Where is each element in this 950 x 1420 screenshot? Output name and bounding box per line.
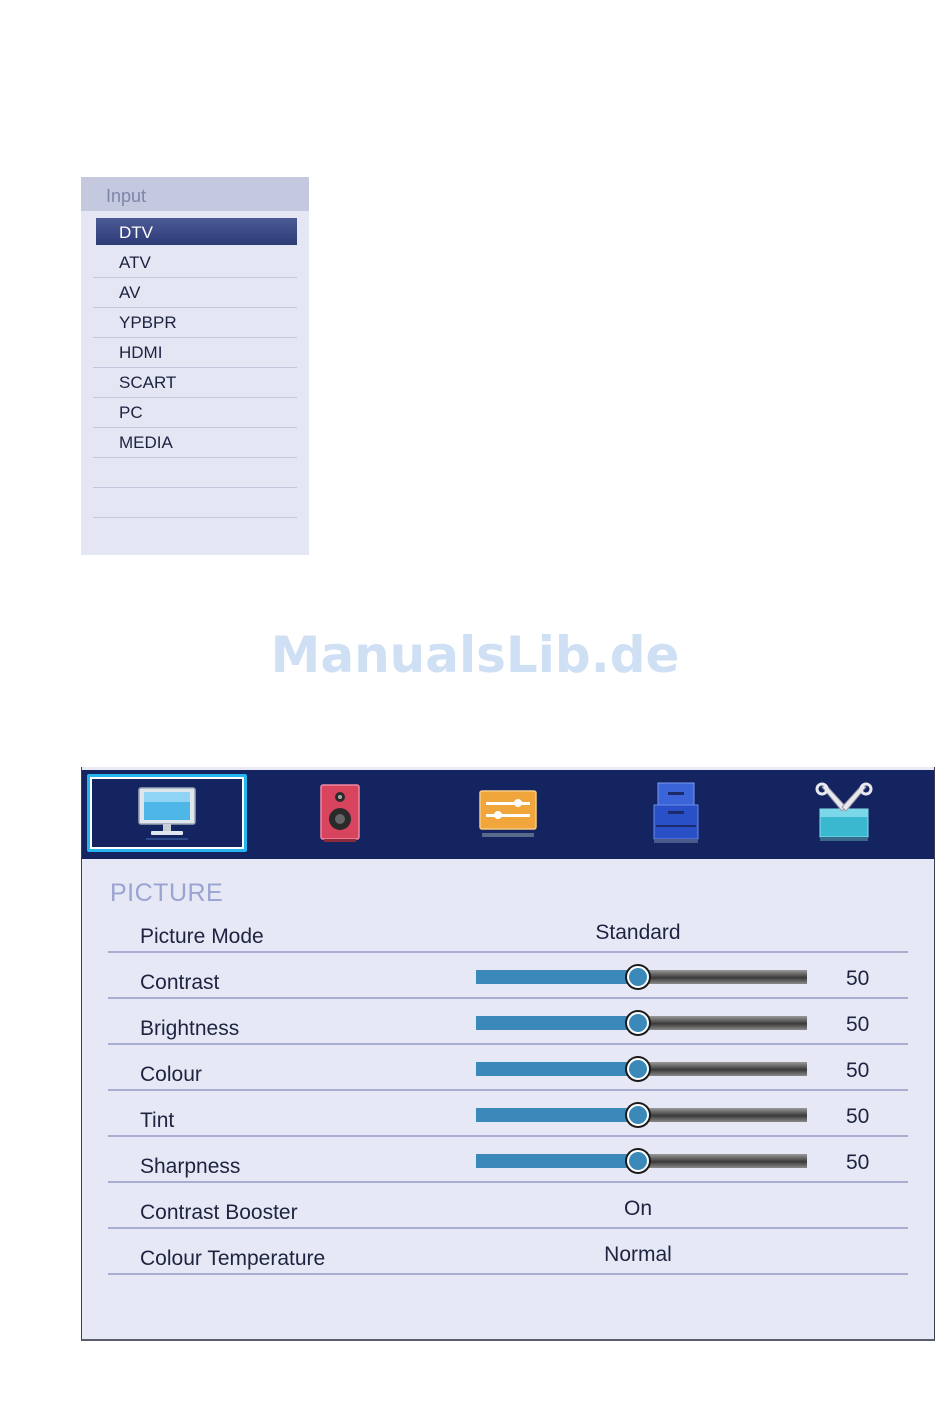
cabinet-icon: [653, 782, 699, 843]
slider-handle[interactable]: [627, 1150, 649, 1172]
brightness-slider[interactable]: [476, 1012, 807, 1034]
setting-label: Tint: [140, 1109, 175, 1132]
slider-handle[interactable]: [627, 1058, 649, 1080]
input-item-ypbpr[interactable]: YPBPR: [93, 308, 297, 338]
slider-handle[interactable]: [627, 1104, 649, 1126]
tab-sound[interactable]: [260, 774, 420, 852]
input-item-dtv[interactable]: DTV: [96, 218, 297, 245]
sharpness-slider[interactable]: [476, 1150, 807, 1172]
setting-row-sharpness[interactable]: Sharpness 50: [108, 1137, 908, 1183]
setting-value: On: [623, 1197, 652, 1220]
settings-panel: PICTURE Picture Mode Standard Contrast 5…: [81, 767, 935, 1341]
tab-tools[interactable]: [764, 774, 924, 852]
input-list: DTV ATV AV YPBPR HDMI SCART PC MEDIA: [93, 218, 297, 518]
input-item-atv[interactable]: ATV: [93, 248, 297, 278]
setting-value: 50: [846, 967, 870, 990]
setting-value: 50: [846, 1059, 870, 1082]
input-item-media[interactable]: MEDIA: [93, 428, 297, 458]
setting-row-colour[interactable]: Colour 50: [108, 1045, 908, 1091]
speaker-icon: [320, 784, 360, 842]
setting-label: Brightness: [140, 1017, 240, 1040]
setting-row-contrast[interactable]: Contrast 50: [108, 953, 908, 999]
setting-label: Contrast: [140, 971, 220, 994]
setting-label: Colour: [140, 1063, 202, 1086]
input-item-scart[interactable]: SCART: [93, 368, 297, 398]
slider-fill: [476, 1108, 629, 1122]
watermark: ManualsLib.de: [270, 626, 680, 684]
setting-row-contrast-booster[interactable]: Contrast Booster On: [108, 1183, 908, 1229]
settings-list: Picture Mode Standard Contrast 50 Bright…: [108, 907, 908, 1275]
setting-label: Sharpness: [140, 1155, 241, 1178]
colour-slider[interactable]: [476, 1058, 807, 1080]
setting-label: Picture Mode: [140, 925, 264, 948]
contrast-slider[interactable]: [476, 966, 807, 988]
slider-fill: [476, 1154, 629, 1168]
slider-fill: [476, 1016, 629, 1030]
setting-value: 50: [846, 1151, 870, 1174]
setting-label: Contrast Booster: [140, 1201, 298, 1224]
slider-handle[interactable]: [627, 1012, 649, 1034]
slider-fill: [476, 970, 629, 984]
tab-picture[interactable]: [87, 774, 247, 852]
setting-label: Colour Temperature: [140, 1247, 326, 1270]
input-item-hdmi[interactable]: HDMI: [93, 338, 297, 368]
tab-channel[interactable]: [596, 774, 756, 852]
setting-value: 50: [846, 1105, 870, 1128]
setting-row-tint[interactable]: Tint 50: [108, 1091, 908, 1137]
input-menu: Input DTV ATV AV YPBPR HDMI SCART PC MED…: [81, 177, 309, 555]
tools-icon: [815, 782, 873, 841]
setting-value: Normal: [604, 1243, 672, 1266]
setting-value: 50: [846, 1013, 870, 1036]
slider-handle[interactable]: [627, 966, 649, 988]
input-item-pc[interactable]: PC: [93, 398, 297, 428]
section-title: PICTURE: [110, 879, 224, 907]
input-item-empty: [93, 488, 297, 518]
tv-icon: [138, 787, 196, 840]
slider-fill: [476, 1062, 629, 1076]
tint-slider[interactable]: [476, 1104, 807, 1126]
tab-settings[interactable]: [428, 774, 588, 852]
setting-row-brightness[interactable]: Brightness 50: [108, 999, 908, 1045]
sliders-icon: [479, 790, 537, 837]
setting-value: Standard: [595, 921, 681, 944]
tab-bar: [82, 767, 934, 859]
input-menu-title: Input: [81, 177, 309, 211]
input-item-empty: [93, 458, 297, 488]
input-item-av[interactable]: AV: [93, 278, 297, 308]
setting-row-colour-temperature[interactable]: Colour Temperature Normal: [108, 1229, 908, 1275]
setting-row-picture-mode[interactable]: Picture Mode Standard: [108, 907, 908, 953]
